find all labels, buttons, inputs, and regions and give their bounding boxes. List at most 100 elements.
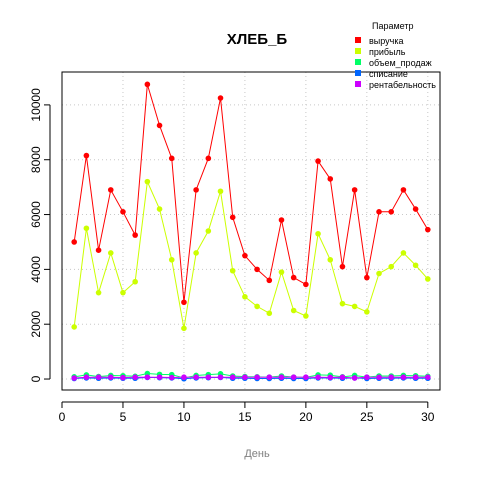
legend-label: списание (369, 69, 408, 79)
data-point (266, 277, 273, 284)
data-point (290, 374, 297, 380)
data-point (95, 374, 102, 380)
x-axis: 0 5 10 15 20 25 30 (59, 401, 435, 424)
series-выручка (71, 81, 431, 306)
data-point (254, 266, 260, 273)
data-point (205, 374, 212, 380)
data-point (290, 274, 297, 281)
data-point (400, 374, 407, 380)
legend-label: рентабельность (369, 80, 436, 90)
data-point (242, 252, 248, 259)
legend-label: прибыль (369, 47, 406, 57)
data-point (181, 374, 187, 381)
data-point (376, 209, 382, 215)
data-point (205, 228, 212, 234)
x-tick-label: 15 (238, 410, 252, 424)
data-point (95, 289, 102, 296)
data-point (217, 95, 224, 101)
data-point (339, 300, 346, 307)
y-tick-label: 2000 (29, 311, 43, 338)
data-point (351, 187, 358, 193)
data-point (339, 263, 346, 270)
data-point (107, 187, 114, 193)
data-point (327, 176, 334, 182)
legend-title: Параметр (372, 21, 414, 31)
data-point (242, 374, 248, 380)
data-point (193, 374, 199, 380)
data-point (364, 374, 370, 381)
y-tick-label: 6000 (29, 201, 43, 228)
legend-label: выручка (369, 36, 403, 46)
data-point (388, 263, 395, 270)
data-point (242, 293, 248, 300)
data-point (425, 276, 431, 282)
x-axis-label: День (244, 448, 270, 460)
data-point (181, 325, 187, 332)
data-point (144, 178, 151, 185)
series-line (73, 84, 429, 303)
x-tick-label: 30 (421, 410, 435, 424)
series-рентабельность (71, 374, 431, 381)
data-point (229, 374, 236, 380)
x-tick-label: 20 (299, 410, 313, 424)
data-point (120, 289, 126, 296)
x-tick-label: 0 (59, 410, 66, 424)
data-point (425, 374, 431, 380)
data-point (120, 374, 126, 381)
data-point (351, 375, 358, 381)
data-point (107, 374, 114, 380)
data-point (205, 155, 212, 162)
legend-swatch (355, 81, 361, 87)
data-point (412, 262, 419, 269)
data-point (278, 269, 285, 275)
data-point (132, 232, 138, 238)
chart-title: ХЛЕБ_Б (227, 31, 288, 48)
x-tick-label: 10 (177, 410, 191, 424)
series-line (73, 179, 429, 329)
data-point (327, 374, 334, 381)
data-point (168, 374, 175, 381)
data-point (364, 309, 370, 315)
y-axis: 0 2000 4000 6000 8000 10000 (29, 88, 51, 382)
data-point (376, 374, 382, 381)
data-point (71, 324, 77, 330)
legend-swatch (355, 48, 361, 54)
data-point (388, 209, 395, 215)
data-point (217, 374, 224, 380)
data-point (315, 158, 321, 164)
data-point (376, 270, 382, 277)
y-tick-label: 0 (29, 375, 43, 382)
data-point (168, 256, 175, 263)
data-point (71, 239, 77, 245)
data-point (303, 374, 309, 380)
y-tick-label: 4000 (29, 256, 43, 283)
data-point (181, 299, 187, 306)
data-point (278, 374, 285, 380)
data-point (400, 187, 407, 193)
data-point (95, 247, 102, 253)
data-point (412, 374, 419, 380)
data-point (83, 225, 90, 232)
plot-frame (61, 71, 441, 391)
data-point (266, 310, 273, 317)
data-point (278, 217, 285, 223)
data-point (388, 374, 395, 380)
data-point (303, 281, 309, 288)
legend-label: объем_продаж (369, 58, 432, 68)
data-point (132, 278, 138, 285)
x-tick-label: 5 (120, 410, 127, 424)
data-point (327, 256, 334, 263)
data-point (290, 307, 297, 314)
data-point (315, 374, 321, 380)
data-point (107, 250, 114, 256)
data-point (144, 81, 151, 88)
data-point (400, 250, 407, 256)
data-point (339, 374, 346, 380)
y-tick-label: 8000 (29, 146, 43, 173)
data-point (144, 374, 151, 380)
data-point (193, 187, 199, 193)
data-point (120, 209, 126, 215)
data-point (266, 374, 273, 380)
data-point (351, 303, 358, 310)
